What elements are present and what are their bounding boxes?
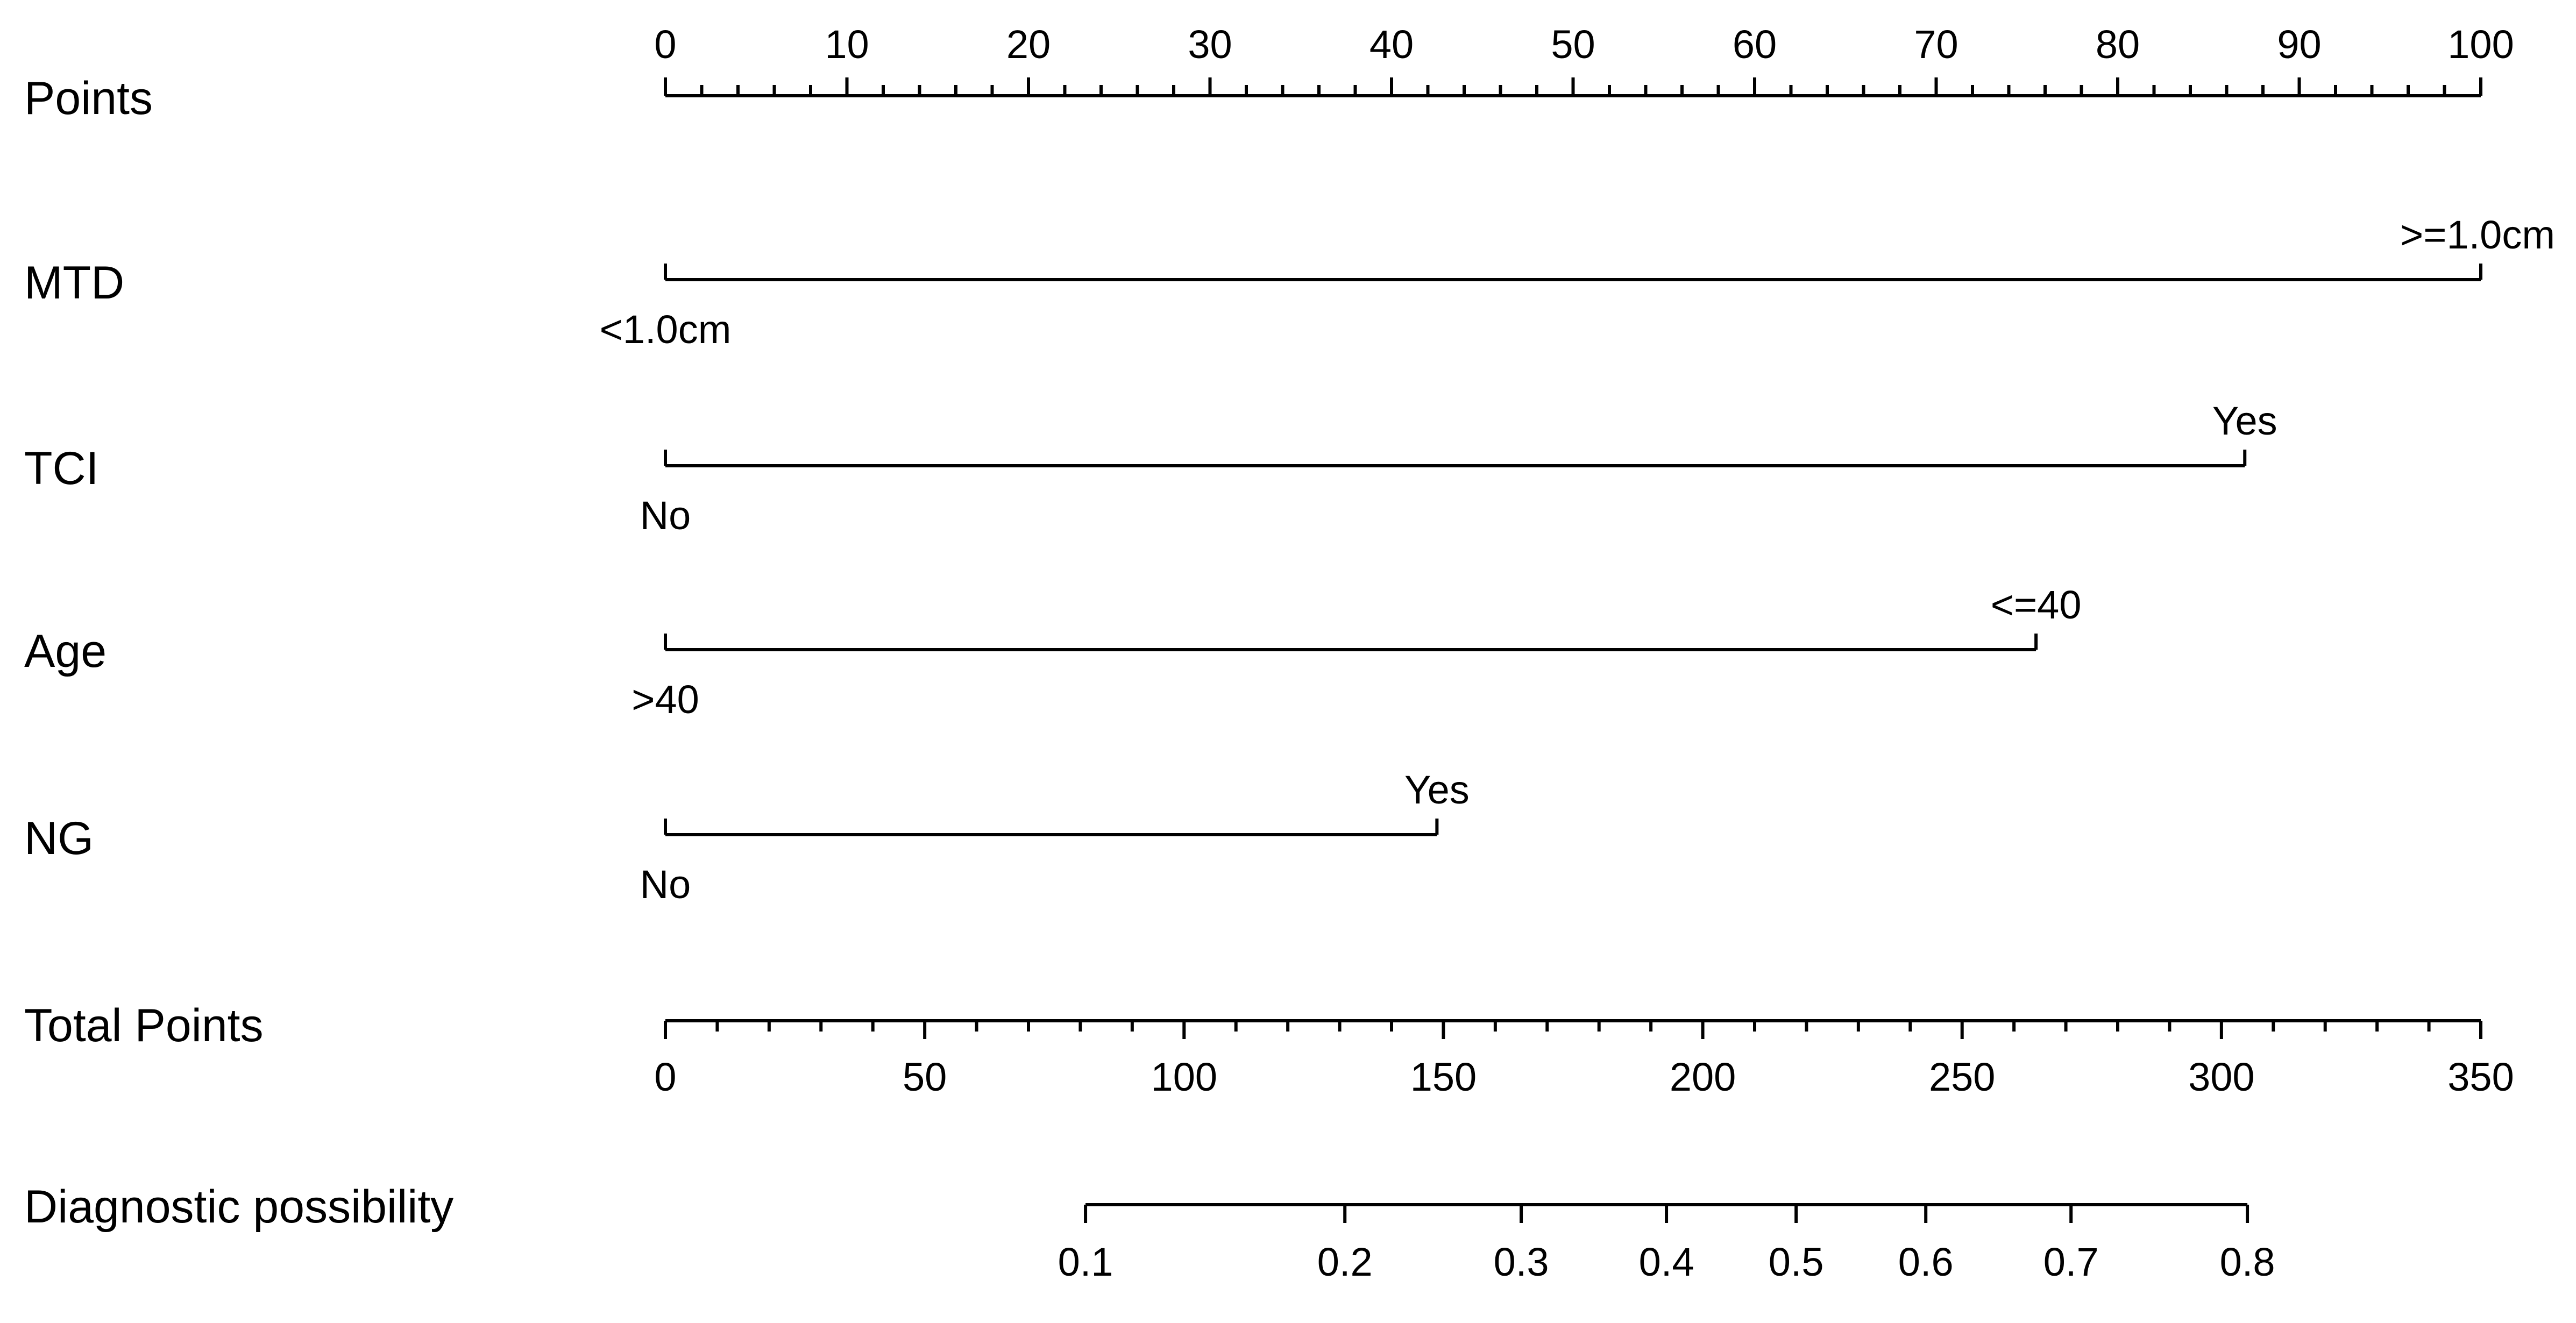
total-points-tick-label: 50	[903, 1055, 947, 1099]
tci-level-label: No	[640, 493, 691, 538]
points-tick-label: 0	[654, 22, 676, 67]
age-level-label: >40	[631, 677, 699, 722]
nomogram-marks: 0 10 20 30 40 50 60 70 80 90 100 <1.0cm >=1.0cm No Yes…	[600, 22, 2555, 1284]
points-tick-label: 10	[825, 22, 869, 67]
mtd-level-label: >=1.0cm	[2400, 212, 2555, 257]
probability-tick-label: 0.2	[1317, 1240, 1373, 1284]
row-label-diagnostic-possibility: Diagnostic possibility	[24, 1181, 453, 1233]
total-points-tick-label: 0	[654, 1055, 676, 1099]
mtd-level-label: <1.0cm	[600, 307, 732, 352]
points-tick-label: 40	[1369, 22, 1414, 67]
probability-tick-label: 0.5	[1769, 1240, 1824, 1284]
tci-level-label: Yes	[2212, 399, 2277, 443]
points-tick-label: 30	[1188, 22, 1232, 67]
probability-tick-label: 0.7	[2043, 1240, 2099, 1284]
points-tick-label: 20	[1006, 22, 1051, 67]
points-tick-label: 90	[2277, 22, 2321, 67]
points-tick-label: 100	[2447, 22, 2514, 67]
age-level-label: <=40	[1991, 582, 2082, 627]
probability-tick-label: 0.4	[1639, 1240, 1694, 1284]
row-label-age: Age	[24, 625, 107, 677]
total-points-tick-label: 150	[1410, 1055, 1477, 1099]
probability-tick-label: 0.8	[2220, 1240, 2275, 1284]
points-tick-label: 70	[1914, 22, 1958, 67]
row-label-ng: NG	[24, 813, 94, 864]
row-label-tci: TCI	[24, 443, 99, 494]
points-tick-label: 80	[2096, 22, 2140, 67]
total-points-tick-label: 100	[1151, 1055, 1217, 1099]
probability-tick-label: 0.3	[1494, 1240, 1549, 1284]
total-points-tick-label: 300	[2188, 1055, 2254, 1099]
ng-level-label: Yes	[1404, 767, 1470, 812]
ng-level-label: No	[640, 862, 691, 907]
total-points-tick-label: 350	[2447, 1055, 2514, 1099]
total-points-tick-label: 200	[1670, 1055, 1736, 1099]
probability-tick-label: 0.1	[1058, 1240, 1113, 1284]
row-label-points: Points	[24, 73, 153, 124]
row-label-mtd: MTD	[24, 257, 124, 309]
points-tick-label: 50	[1551, 22, 1595, 67]
probability-tick-label: 0.6	[1898, 1240, 1954, 1284]
points-tick-label: 60	[1733, 22, 1777, 67]
total-points-tick-label: 250	[1929, 1055, 1995, 1099]
row-label-total-points: Total Points	[24, 1000, 264, 1051]
